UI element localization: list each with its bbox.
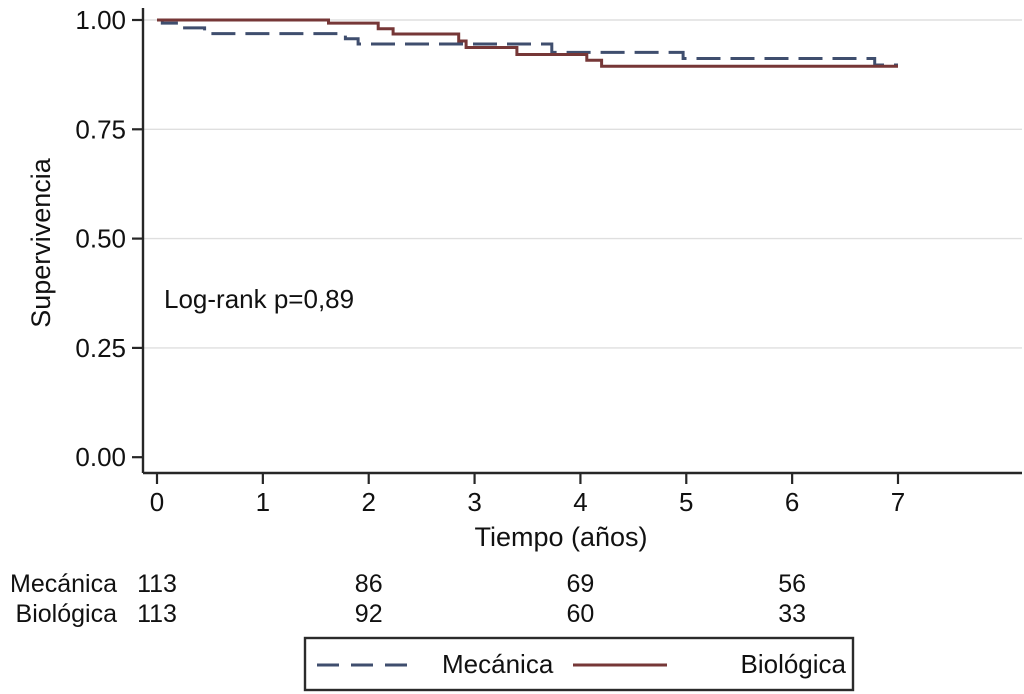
y-tick-label: 0.50 <box>75 224 126 254</box>
risk-count: 86 <box>355 570 383 598</box>
y-tick-label: 1.00 <box>75 5 126 35</box>
legend-label-biologica: Biológica <box>740 649 846 679</box>
x-axis-title: Tiempo (años) <box>474 522 647 552</box>
risk-count: 69 <box>567 570 595 598</box>
y-tick-label: 0.00 <box>75 442 126 472</box>
risk-row-label: Biológica <box>16 600 118 628</box>
survival-curves <box>157 18 898 68</box>
risk-count: 113 <box>137 570 177 598</box>
x-tick-label: 5 <box>679 487 693 517</box>
x-tick-label: 0 <box>150 487 164 517</box>
y-tick-label: 0.75 <box>75 114 126 144</box>
y-tick-labels: 1.00 0.75 0.50 0.25 0.00 <box>75 5 126 472</box>
x-tick-label: 4 <box>573 487 587 517</box>
x-tick-label: 7 <box>891 487 905 517</box>
risk-count: 113 <box>137 600 177 628</box>
risk-count: 56 <box>778 570 806 598</box>
y-axis-title: Supervivencia <box>26 157 56 328</box>
risk-count: 92 <box>355 600 383 628</box>
x-axis-ticks <box>155 473 900 484</box>
risk-count: 60 <box>567 600 595 628</box>
risk-count: 33 <box>778 600 806 628</box>
x-tick-labels: 0 1 2 3 4 5 6 7 <box>150 487 905 517</box>
risk-row-label: Mecánica <box>10 570 117 598</box>
x-tick-label: 1 <box>256 487 270 517</box>
curve-mecánica <box>157 18 898 67</box>
y-axis-ticks <box>132 18 143 459</box>
x-tick-label: 6 <box>785 487 799 517</box>
logrank-annotation: Log-rank p=0,89 <box>164 284 354 314</box>
y-tick-label: 0.25 <box>75 333 126 363</box>
gridlines <box>143 19 1022 349</box>
legend-label-mecanica: Mecánica <box>442 649 554 679</box>
x-tick-label: 2 <box>361 487 375 517</box>
curve-biológica <box>157 18 898 68</box>
legend: Mecánica Biológica <box>303 636 855 692</box>
risk-table: Mecánica 113 86 69 56 Biológica 113 92 60 33 <box>10 570 806 628</box>
x-tick-label: 3 <box>467 487 481 517</box>
